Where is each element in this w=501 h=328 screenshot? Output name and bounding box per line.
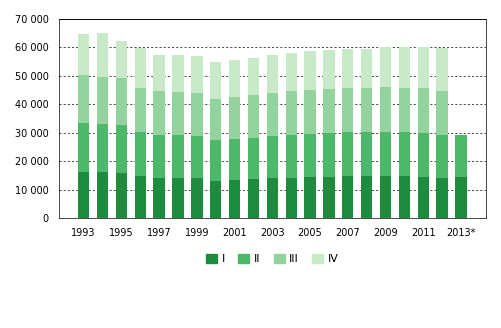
Bar (210, 62, 221, 99)
Bar (361, 88, 372, 132)
Bar (248, 95, 259, 138)
Bar (172, 135, 184, 178)
Bar (267, 178, 278, 218)
Bar (135, 88, 146, 132)
Bar (267, 55, 278, 93)
Bar (78, 75, 89, 123)
Bar (267, 136, 278, 178)
Bar (417, 177, 429, 218)
Bar (153, 91, 165, 135)
Bar (210, 181, 221, 218)
Bar (153, 178, 165, 218)
Bar (97, 33, 108, 76)
Bar (191, 178, 202, 218)
Bar (116, 173, 127, 218)
Bar (342, 132, 353, 176)
Bar (380, 87, 391, 132)
Bar (399, 88, 410, 132)
Legend: I, II, III, IV: I, II, III, IV (201, 249, 343, 269)
Bar (417, 47, 429, 89)
Bar (97, 173, 108, 218)
Bar (78, 34, 89, 75)
Bar (248, 58, 259, 95)
Bar (229, 97, 240, 139)
Bar (135, 132, 146, 176)
Bar (305, 90, 316, 134)
Bar (172, 92, 184, 135)
Bar (97, 124, 108, 173)
Bar (323, 177, 335, 218)
Bar (286, 178, 297, 218)
Bar (248, 138, 259, 179)
Bar (342, 176, 353, 218)
Bar (417, 89, 429, 133)
Bar (116, 78, 127, 125)
Bar (399, 47, 410, 88)
Bar (210, 140, 221, 181)
Bar (361, 132, 372, 176)
Bar (116, 125, 127, 173)
Bar (229, 60, 240, 97)
Bar (135, 48, 146, 88)
Bar (455, 177, 466, 218)
Bar (342, 49, 353, 88)
Bar (455, 135, 466, 177)
Bar (361, 176, 372, 218)
Bar (380, 47, 391, 87)
Bar (342, 88, 353, 132)
Bar (323, 133, 335, 177)
Bar (399, 132, 410, 176)
Bar (436, 178, 448, 218)
Bar (172, 178, 184, 218)
Bar (323, 50, 335, 89)
Bar (436, 134, 448, 178)
Bar (305, 177, 316, 218)
Bar (191, 136, 202, 178)
Bar (361, 49, 372, 88)
Bar (135, 176, 146, 218)
Bar (191, 56, 202, 93)
Bar (399, 176, 410, 218)
Bar (116, 41, 127, 78)
Bar (305, 51, 316, 90)
Bar (78, 172, 89, 218)
Bar (153, 55, 165, 91)
Bar (229, 139, 240, 180)
Bar (267, 93, 278, 136)
Bar (229, 180, 240, 218)
Bar (305, 134, 316, 177)
Bar (286, 135, 297, 178)
Bar (191, 93, 202, 136)
Bar (286, 91, 297, 135)
Bar (248, 179, 259, 218)
Bar (153, 135, 165, 178)
Bar (323, 89, 335, 133)
Bar (436, 48, 448, 91)
Bar (380, 132, 391, 176)
Bar (78, 123, 89, 172)
Bar (210, 99, 221, 140)
Bar (172, 55, 184, 92)
Bar (436, 91, 448, 134)
Bar (97, 76, 108, 124)
Bar (286, 53, 297, 91)
Bar (380, 176, 391, 218)
Bar (417, 133, 429, 177)
